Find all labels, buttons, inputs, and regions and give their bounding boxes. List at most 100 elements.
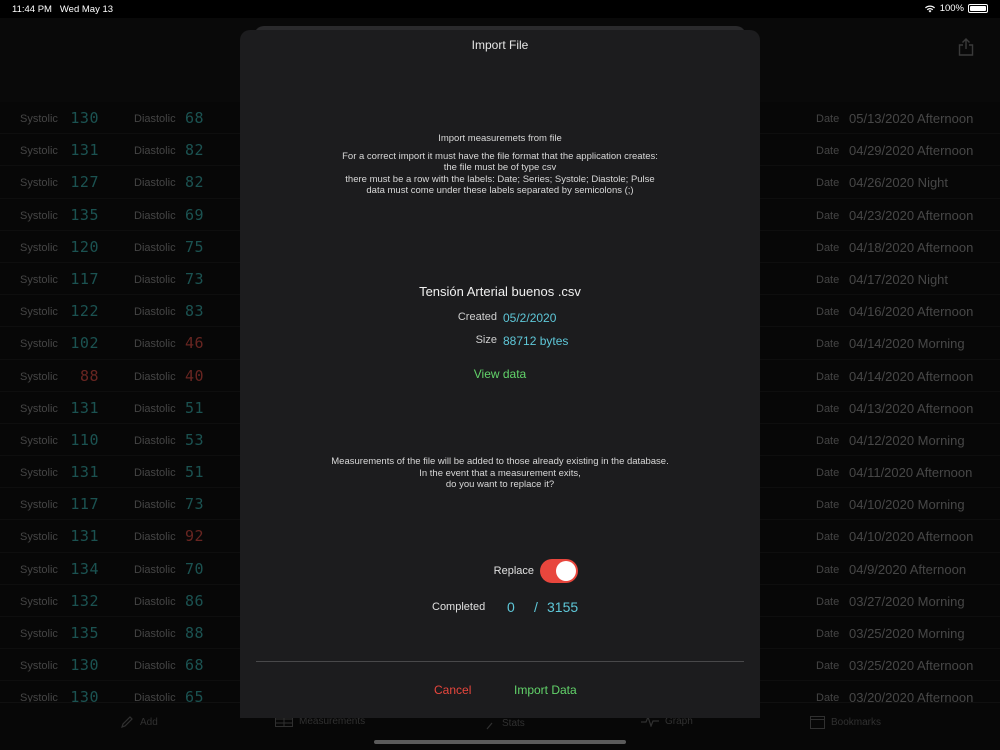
date-value: 04/17/2020 Night <box>849 271 949 287</box>
instructions-heading: Import measuremets from file <box>438 133 562 144</box>
tab-bookmarks[interactable]: Bookmarks <box>810 715 881 729</box>
cancel-button[interactable]: Cancel <box>434 683 472 697</box>
systolic-label: Systolic <box>20 628 58 640</box>
date-value: 04/14/2020 Afternoon <box>849 368 974 384</box>
diastolic-value: 73 <box>185 495 205 514</box>
diastolic-label: Diastolic <box>134 692 176 702</box>
tab-add[interactable]: Add <box>120 715 158 729</box>
date-label: Date <box>816 306 840 319</box>
date-value: 04/26/2020 Night <box>849 175 949 191</box>
import-file-sheet: Import File Import measuremets from file… <box>240 30 760 718</box>
import-data-button[interactable]: Import Data <box>514 683 577 697</box>
diastolic-value: 92 <box>185 527 205 546</box>
systolic-value: 110 <box>70 430 99 449</box>
systolic-label: Systolic <box>20 660 58 673</box>
date-label: Date <box>816 692 840 702</box>
systolic-value: 117 <box>70 495 99 514</box>
tab-stats[interactable]: Stats <box>486 715 525 731</box>
date-value: 04/16/2020 Afternoon <box>849 304 974 320</box>
wifi-icon <box>924 5 935 13</box>
file-name: Tensión Arterial buenos .csv <box>419 284 581 299</box>
systolic-value: 130 <box>70 109 99 127</box>
diastolic-value: 83 <box>185 302 205 321</box>
diastolic-label: Diastolic <box>134 531 176 544</box>
date-value: 04/14/2020 Morning <box>849 336 965 352</box>
battery-percent: 100% <box>939 3 964 14</box>
date-label: Date <box>816 338 840 351</box>
created-label: Created <box>457 311 497 323</box>
diastolic-value: 73 <box>185 269 205 288</box>
date-value: 04/13/2020 Afternoon <box>849 400 974 416</box>
diastolic-label: Diastolic <box>134 628 176 640</box>
systolic-value: 132 <box>70 591 99 610</box>
systolic-value: 127 <box>70 173 99 192</box>
completed-total: 3155 <box>547 599 579 615</box>
replace-toggle[interactable] <box>540 559 578 583</box>
systolic-value: 131 <box>70 141 99 160</box>
diastolic-value: 82 <box>185 141 205 160</box>
diastolic-label: Diastolic <box>134 499 176 512</box>
date-label: Date <box>816 467 840 480</box>
diastolic-label: Diastolic <box>134 595 176 608</box>
instruction-line: the file must be of type csv <box>443 162 557 173</box>
systolic-label: Systolic <box>20 434 58 447</box>
systolic-value: 102 <box>70 334 99 353</box>
date-value: 04/10/2020 Afternoon <box>849 529 974 545</box>
size-value: 88712 bytes <box>503 334 569 348</box>
systolic-label: Systolic <box>20 306 58 319</box>
diastolic-label: Diastolic <box>134 563 176 576</box>
diastolic-label: Diastolic <box>134 241 176 254</box>
systolic-value: 88 <box>79 366 99 385</box>
diastolic-label: Diastolic <box>134 370 176 383</box>
date-label: Date <box>816 402 840 415</box>
systolic-value: 122 <box>70 302 99 321</box>
systolic-label: Systolic <box>20 113 58 125</box>
notice-line: do you want to replace it? <box>445 479 555 490</box>
import-instructions: Import measuremets from file For a corre… <box>240 133 760 197</box>
home-indicator[interactable] <box>374 740 626 744</box>
systolic-label: Systolic <box>20 370 58 383</box>
systolic-label: Systolic <box>20 241 58 254</box>
diastolic-value: 88 <box>185 624 205 642</box>
systolic-value: 131 <box>70 398 99 417</box>
date-value: 03/20/2020 Afternoon <box>849 690 974 702</box>
divider <box>256 661 744 662</box>
completed-separator: / <box>534 599 538 615</box>
date-label: Date <box>816 434 840 447</box>
replace-label: Replace <box>493 565 534 577</box>
date-value: 04/23/2020 Afternoon <box>849 207 974 223</box>
date-label: Date <box>816 531 840 544</box>
list-item[interactable]: Systolic 130 Diastolic 65 Date 03/20/2020 Aft… <box>0 681 1000 702</box>
systolic-label: Systolic <box>20 692 58 702</box>
view-data-button[interactable]: View data <box>473 367 527 381</box>
diastolic-label: Diastolic <box>134 402 176 415</box>
systolic-label: Systolic <box>20 595 58 608</box>
systolic-value: 130 <box>70 656 99 675</box>
date-label: Date <box>816 113 840 125</box>
diastolic-value: 51 <box>185 398 205 417</box>
diastolic-value: 69 <box>185 205 205 224</box>
date-value: 04/18/2020 Afternoon <box>849 239 974 255</box>
systolic-label: Systolic <box>20 531 58 544</box>
instruction-line: there must be a row with the labels: Dat… <box>345 173 655 185</box>
date-value: 05/13/2020 Afternoon <box>849 111 974 126</box>
share-icon[interactable] <box>958 38 974 56</box>
systolic-label: Systolic <box>20 563 58 576</box>
systolic-label: Systolic <box>20 402 58 415</box>
diastolic-value: 75 <box>185 237 205 256</box>
diastolic-label: Diastolic <box>134 209 176 222</box>
list-item[interactable]: Systolic 132 Diastolic 86 Date 03/27/2020 Mor… <box>0 585 1000 617</box>
date-label: Date <box>816 177 840 190</box>
systolic-value: 135 <box>70 624 99 642</box>
date-label: Date <box>816 209 840 222</box>
date-label: Date <box>816 145 840 158</box>
date-value: 04/10/2020 Morning <box>849 497 965 513</box>
instruction-line: data must come under these labels separa… <box>366 185 634 196</box>
date-value: 03/27/2020 Morning <box>849 593 965 609</box>
created-value: 05/2/2020 <box>503 311 557 325</box>
systolic-value: 134 <box>70 559 99 578</box>
tab-graph[interactable]: Graph <box>641 715 693 727</box>
sheet-title: Import File <box>471 38 529 52</box>
diastolic-label: Diastolic <box>134 660 176 673</box>
size-label: Size <box>475 334 497 346</box>
